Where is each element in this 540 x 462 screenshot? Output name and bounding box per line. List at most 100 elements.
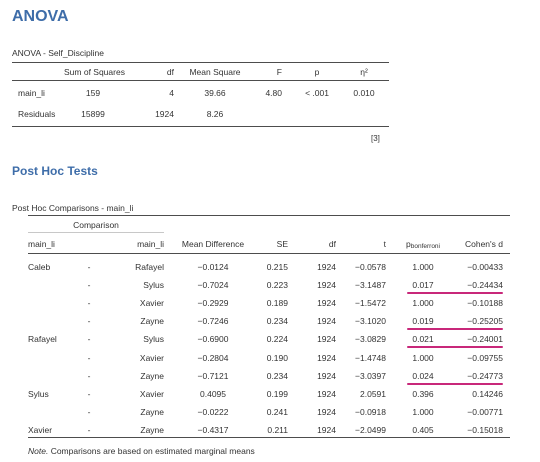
posthoc-cell: 1.000 bbox=[412, 406, 434, 417]
anova-cell: 15899 bbox=[81, 109, 105, 119]
posthoc-bottom-rule bbox=[28, 437, 510, 438]
posthoc-cell: 1924 bbox=[317, 316, 336, 327]
posthoc-cell: Zayne bbox=[140, 316, 164, 327]
posthoc-cell: −0.0918 bbox=[355, 406, 386, 417]
anova-heading: ANOVA bbox=[12, 8, 69, 25]
posthoc-cell: −0.7024 bbox=[197, 280, 229, 291]
posthoc-cell: - bbox=[87, 424, 91, 435]
posthoc-cell: −0.2804 bbox=[197, 352, 229, 363]
posthoc-cell: 0.396 bbox=[412, 388, 434, 399]
posthoc-cell: - bbox=[87, 316, 91, 327]
posthoc-heading: Post Hoc Tests bbox=[12, 164, 98, 178]
posthoc-cell: 1.000 bbox=[412, 262, 434, 272]
anova-cell: 1924 bbox=[155, 109, 174, 119]
posthoc-cell: 0.14246 bbox=[472, 388, 503, 399]
posthoc-top-rule bbox=[28, 215, 510, 216]
posthoc-cell: Sylus bbox=[28, 388, 49, 399]
posthoc-cell: 0.190 bbox=[266, 352, 288, 363]
p-subscript: bonferroni bbox=[410, 243, 440, 250]
posthoc-cell: 0.224 bbox=[266, 334, 288, 345]
anova-header-rule bbox=[12, 80, 389, 81]
posthoc-cell: 1924 bbox=[317, 262, 336, 272]
anova-col-header: Sum of Squares bbox=[64, 67, 125, 77]
posthoc-header-rule bbox=[28, 253, 510, 254]
posthoc-cell: −0.24001 bbox=[467, 334, 503, 345]
comparison-group-header: Comparison bbox=[73, 220, 119, 230]
posthoc-cell: 1924 bbox=[317, 370, 336, 381]
posthoc-cell: 0.241 bbox=[266, 406, 288, 417]
posthoc-cell: −3.0397 bbox=[355, 370, 386, 381]
posthoc-cell: Xavier bbox=[139, 298, 164, 309]
posthoc-cell: 1.000 bbox=[412, 298, 434, 309]
posthoc-cell: - bbox=[87, 352, 91, 363]
anova-col-header: η² bbox=[360, 67, 368, 77]
posthoc-cell: Zayne bbox=[140, 370, 164, 381]
posthoc-cell: −0.24773 bbox=[467, 370, 503, 381]
posthoc-cell: 0.234 bbox=[266, 370, 288, 381]
posthoc-cell: −0.0578 bbox=[355, 262, 386, 272]
anova-col-header: p bbox=[314, 67, 320, 77]
posthoc-col-header: df bbox=[328, 239, 336, 249]
anova-col-header: Mean Square bbox=[189, 67, 241, 77]
posthoc-cell: 0.019 bbox=[412, 316, 434, 327]
posthoc-cell: −1.5472 bbox=[355, 298, 386, 309]
posthoc-col-header: main_li bbox=[28, 239, 55, 249]
posthoc-cell: −3.1020 bbox=[355, 316, 386, 327]
posthoc-cell: Xavier bbox=[28, 424, 53, 435]
posthoc-cell: 1924 bbox=[317, 406, 336, 417]
anova-top-rule bbox=[12, 62, 389, 63]
posthoc-cell: −0.7246 bbox=[197, 316, 229, 327]
posthoc-cell: 0.405 bbox=[412, 424, 434, 435]
posthoc-cell: - bbox=[87, 370, 91, 381]
footnote-reference: [3] bbox=[371, 134, 380, 143]
posthoc-cell: −3.0829 bbox=[355, 334, 386, 345]
anova-cell: 0.010 bbox=[353, 88, 375, 98]
posthoc-cell: 1924 bbox=[317, 298, 336, 309]
posthoc-cell: −3.1487 bbox=[355, 280, 386, 291]
posthoc-col-header: Mean Difference bbox=[181, 239, 245, 249]
posthoc-cell: 1924 bbox=[317, 352, 336, 363]
posthoc-cell: 0.211 bbox=[267, 424, 288, 435]
comparison-group-rule bbox=[28, 232, 164, 233]
posthoc-cell: Rafayel bbox=[28, 334, 57, 345]
posthoc-cell: 0.017 bbox=[412, 280, 434, 291]
posthoc-cell: Sylus bbox=[143, 280, 164, 291]
posthoc-cell: 0.223 bbox=[266, 280, 288, 291]
posthoc-cell: - bbox=[87, 280, 91, 291]
anova-col-header: F bbox=[276, 67, 282, 77]
posthoc-cell: 1.000 bbox=[412, 352, 434, 363]
posthoc-table-caption: Post Hoc Comparisons - main_li bbox=[12, 203, 134, 213]
anova-cell: 159 bbox=[85, 88, 101, 98]
posthoc-cell: Xavier bbox=[139, 388, 164, 399]
posthoc-cell: 0.024 bbox=[412, 370, 434, 381]
posthoc-cell: 0.199 bbox=[266, 388, 288, 399]
anova-cell: 39.66 bbox=[204, 88, 226, 98]
anova-cell: main_li bbox=[18, 88, 45, 98]
note-text: Comparisons are based on estimated margi… bbox=[48, 446, 255, 456]
posthoc-cell: −0.10188 bbox=[467, 298, 503, 309]
significance-underline bbox=[407, 292, 503, 295]
posthoc-cell: Sylus bbox=[143, 334, 164, 345]
posthoc-cell: 1924 bbox=[317, 424, 336, 435]
posthoc-cell: 0.215 bbox=[266, 262, 288, 272]
posthoc-col-header: main_li bbox=[137, 239, 164, 249]
anova-cell: < .001 bbox=[305, 88, 329, 98]
posthoc-cell: Caleb bbox=[28, 262, 51, 272]
significance-underline bbox=[407, 328, 503, 331]
posthoc-cell: - bbox=[87, 334, 91, 345]
posthoc-cell: 0.234 bbox=[266, 316, 288, 327]
significance-underline bbox=[407, 346, 503, 349]
posthoc-col-header: t bbox=[383, 239, 386, 249]
posthoc-col-header: pbonferroni bbox=[405, 239, 440, 250]
posthoc-cell: 1924 bbox=[317, 388, 336, 399]
posthoc-cell: 0.189 bbox=[266, 298, 288, 309]
posthoc-cell: −0.24434 bbox=[467, 280, 503, 291]
posthoc-cell: 0.4095 bbox=[200, 388, 226, 399]
significance-underline bbox=[407, 382, 503, 385]
note-label: Note. bbox=[28, 446, 49, 456]
posthoc-cell: −2.0499 bbox=[355, 424, 386, 435]
posthoc-cell: Zayne bbox=[140, 406, 164, 417]
posthoc-cell: 1924 bbox=[317, 280, 336, 291]
posthoc-cell: −0.00771 bbox=[467, 406, 503, 417]
posthoc-cell: Rafayel bbox=[135, 262, 164, 272]
